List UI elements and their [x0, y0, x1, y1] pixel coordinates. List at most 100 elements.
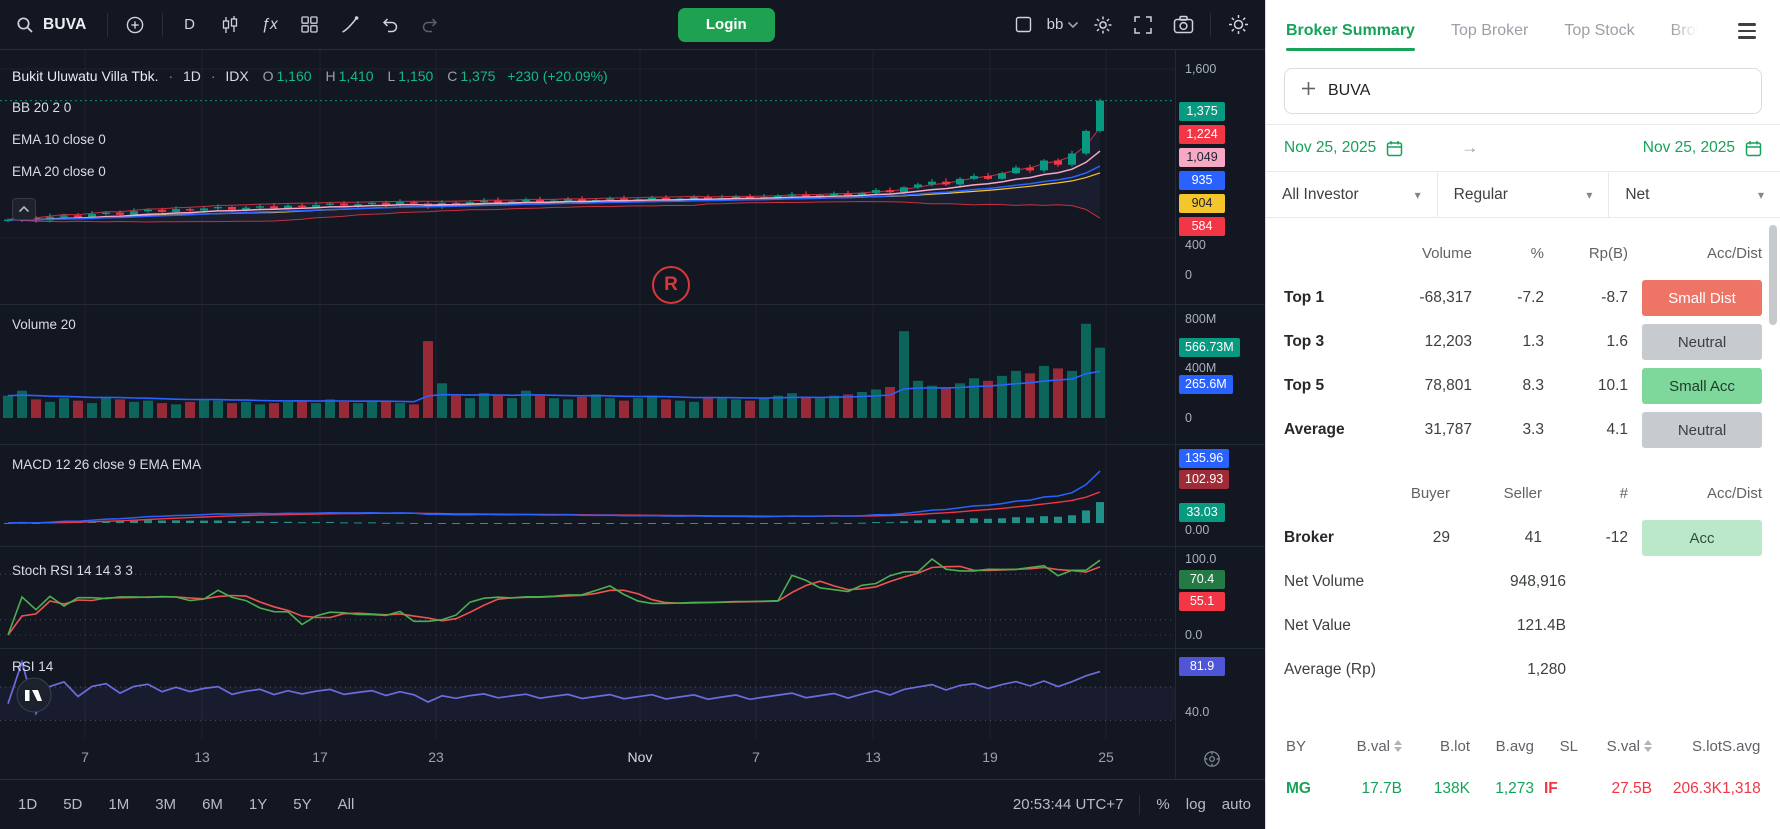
col-slot[interactable]: S.lot [1691, 737, 1722, 755]
buyer-broker-code[interactable]: MG [1286, 780, 1311, 797]
collapse-legend-button[interactable] [12, 198, 36, 220]
investor-type-select[interactable]: All Investor ▾ [1266, 172, 1438, 217]
layout-select-button[interactable] [1006, 8, 1040, 42]
price-plot[interactable] [0, 50, 1175, 305]
symbol-search-button[interactable]: BUVA [10, 8, 97, 42]
time-axis[interactable]: 7 13 17 23 Nov 7 13 19 25 [0, 739, 1265, 779]
volume-pane[interactable]: Volume 20 800M 566.73M 400M 265.6M 0 [0, 305, 1265, 445]
redo-button[interactable] [413, 8, 447, 42]
rsi-tick: 40.0 [1185, 705, 1210, 719]
range-1y[interactable]: 1Y [248, 796, 268, 813]
symbol-label: BUVA [43, 15, 87, 33]
chevron-down-icon [1068, 21, 1079, 28]
volume-plot[interactable] [0, 305, 1175, 445]
panel-scrollbar[interactable] [1769, 0, 1777, 829]
symbol-filter-input[interactable]: BUVA [1284, 68, 1762, 114]
col-sl[interactable]: SL [1559, 737, 1578, 755]
indicator-stoch[interactable]: Stoch RSI 14 14 3 3 [12, 563, 133, 578]
indicator-ema10[interactable]: EMA 10 close 0 [12, 132, 106, 147]
range-5d[interactable]: 5D [63, 796, 83, 813]
tab-top-broker[interactable]: Top Broker [1450, 22, 1529, 39]
market-board-select[interactable]: Regular ▾ [1438, 172, 1610, 217]
status-badge: Acc [1642, 520, 1762, 556]
scrollbar-thumb[interactable] [1769, 225, 1777, 325]
table-row[interactable]: Broker 29 41 -12 Acc [1284, 516, 1762, 560]
col-by[interactable]: BY [1286, 737, 1307, 755]
col-blot[interactable]: B.lot [1439, 737, 1470, 755]
table-row[interactable]: Top 3 12,203 1.3 1.6 Neutral [1284, 320, 1762, 364]
ohlc-low: 1,150 [398, 68, 434, 84]
menu-icon[interactable] [1734, 19, 1760, 42]
saved-layout-button[interactable]: bb [1046, 8, 1080, 42]
stoch-pane[interactable]: Stoch RSI 14 14 3 3 100.0 70.4 55.1 0.0 [0, 547, 1265, 649]
date-from[interactable]: Nov 25, 2025 [1284, 139, 1403, 157]
axis-settings-gear-icon[interactable] [1200, 747, 1224, 771]
col-bval-sortable[interactable]: B.val [1326, 738, 1402, 755]
table-row[interactable]: Top 1 -68,317 -7.2 -8.7 Small Dist [1284, 276, 1762, 320]
indicators-button[interactable]: ƒx [253, 8, 287, 42]
net-gross-select[interactable]: Net ▾ [1625, 185, 1765, 203]
date-range-arrow-icon: → [1461, 138, 1479, 157]
range-1m[interactable]: 1M [108, 796, 130, 813]
indicator-macd[interactable]: MACD 12 26 close 9 EMA EMA [12, 457, 202, 472]
chevron-down-icon: ▾ [1757, 187, 1765, 202]
macd-pane[interactable]: MACD 12 26 close 9 EMA EMA 135.96 102.93… [0, 445, 1265, 547]
add-symbol-button[interactable] [118, 8, 152, 42]
indicator-ema20[interactable]: EMA 20 close 0 [12, 164, 106, 179]
table-row[interactable]: Top 5 78,801 8.3 10.1 Small Acc [1284, 364, 1762, 408]
percent-scale-toggle[interactable]: % [1156, 796, 1170, 813]
login-button[interactable]: Login [677, 7, 775, 42]
range-1d[interactable]: 1D [18, 796, 38, 813]
table-row[interactable]: Average 31,787 3.3 4.1 Neutral [1284, 408, 1762, 452]
theme-toggle-sun-button[interactable] [1221, 8, 1255, 42]
rsi-plot[interactable] [0, 649, 1175, 739]
chart-style-icon-button[interactable] [213, 8, 247, 42]
indicator-rsi[interactable]: RSI 14 [12, 659, 54, 674]
log-scale-toggle[interactable]: log [1185, 796, 1206, 813]
tab-top-stock[interactable]: Top Stock [1564, 22, 1635, 39]
col-pct: % [1530, 244, 1544, 262]
tab-broker-summary[interactable]: Broker Summary [1286, 22, 1415, 51]
draw-button[interactable] [333, 8, 367, 42]
layout-name-label: bb [1046, 16, 1064, 33]
col-sval-sortable[interactable]: S.val [1578, 738, 1652, 755]
range-3m[interactable]: 3M [155, 796, 177, 813]
macd-plot[interactable] [0, 445, 1175, 547]
table-row[interactable]: MG 17.7B 138K 1,273 IF 27.5B 206.3K 1,31… [1286, 780, 1761, 797]
clock[interactable]: 20:53:44 UTC+7 [1012, 796, 1124, 813]
layout-grid-button[interactable] [293, 8, 327, 42]
screenshot-camera-button[interactable] [1166, 8, 1200, 42]
range-6m[interactable]: 6M [202, 796, 223, 813]
legend-symbol-row[interactable]: Bukit Uluwatu Villa Tbk. · 1D · IDX O 1,1… [12, 68, 608, 84]
stat-row: Net Volume 948,916 [1284, 560, 1762, 604]
stat-value: 948,916 [1509, 573, 1566, 590]
indicator-volume[interactable]: Volume 20 [12, 317, 76, 332]
undo-button[interactable] [373, 8, 407, 42]
date-to[interactable]: Nov 25, 2025 [1643, 139, 1762, 157]
stoch-plot[interactable] [0, 547, 1175, 649]
rsi-pane[interactable]: RSI 14 81.9 40.0 [0, 649, 1265, 739]
ema10-label: 1,049 [1179, 148, 1225, 167]
volume-tick: 800M [1185, 312, 1217, 326]
col-volume: Volume [1421, 244, 1472, 262]
tab-broker-extra[interactable]: Broker [1671, 22, 1698, 40]
auto-scale-toggle[interactable]: auto [1221, 796, 1251, 813]
range-5y[interactable]: 5Y [293, 796, 312, 813]
col-bavg[interactable]: B.avg [1495, 737, 1534, 755]
fullscreen-button[interactable] [1126, 8, 1160, 42]
status-badge: Small Dist [1642, 280, 1762, 316]
stoch-axis[interactable]: 100.0 70.4 55.1 0.0 [1175, 547, 1265, 648]
price-axis[interactable]: 1,600 1,375 1,224 1,049 935 904 584 400 … [1175, 50, 1265, 304]
seller-broker-code[interactable]: IF [1544, 780, 1558, 797]
time-label: 7 [752, 749, 760, 765]
price-pane[interactable]: Bukit Uluwatu Villa Tbk. · 1D · IDX O 1,1… [0, 50, 1265, 305]
settings-gear-button[interactable] [1086, 8, 1120, 42]
indicator-bb[interactable]: BB 20 2 0 [12, 100, 72, 115]
interval-button[interactable]: D [173, 8, 207, 42]
tradingview-logo[interactable] [16, 677, 52, 718]
rsi-axis[interactable]: 81.9 40.0 [1175, 649, 1265, 739]
range-all[interactable]: All [337, 796, 355, 813]
col-savg[interactable]: S.avg [1722, 737, 1761, 755]
macd-axis[interactable]: 135.96 102.93 33.03 0.00 [1175, 445, 1265, 546]
volume-axis[interactable]: 800M 566.73M 400M 265.6M 0 [1175, 305, 1265, 444]
